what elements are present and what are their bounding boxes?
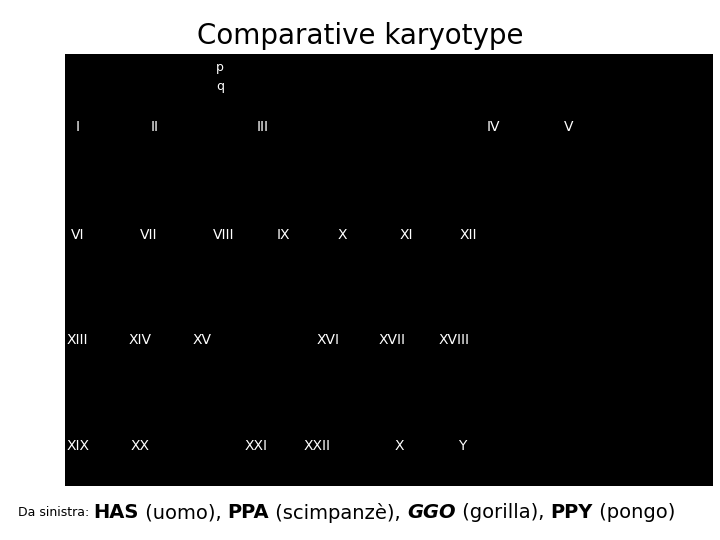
Text: (uomo),: (uomo),: [139, 503, 228, 523]
Text: XVIII: XVIII: [438, 333, 469, 347]
Text: XXII: XXII: [303, 438, 330, 453]
Text: XIII: XIII: [67, 333, 89, 347]
Text: XXI: XXI: [244, 438, 267, 453]
Text: XVI: XVI: [316, 333, 339, 347]
Text: VIII: VIII: [212, 228, 234, 242]
Text: GGO: GGO: [407, 503, 456, 523]
Text: XI: XI: [400, 228, 413, 242]
Text: Comparative karyotype: Comparative karyotype: [197, 22, 523, 50]
Text: (pongo): (pongo): [593, 503, 675, 523]
Text: p: p: [216, 61, 224, 74]
Text: HAS: HAS: [94, 503, 139, 523]
Text: XVII: XVII: [379, 333, 406, 347]
Text: PPA: PPA: [228, 503, 269, 523]
Text: VI: VI: [71, 228, 84, 242]
Text: V: V: [564, 120, 574, 134]
Text: XIX: XIX: [66, 438, 89, 453]
Text: (scimpanzè),: (scimpanzè),: [269, 503, 407, 523]
Text: q: q: [216, 80, 224, 93]
Text: (gorilla),: (gorilla),: [456, 503, 550, 523]
Text: XII: XII: [459, 228, 477, 242]
Text: X: X: [338, 228, 348, 242]
Text: VII: VII: [140, 228, 158, 242]
Text: II: II: [150, 120, 159, 134]
Text: XIV: XIV: [129, 333, 152, 347]
Text: I: I: [76, 120, 80, 134]
Text: XV: XV: [192, 333, 211, 347]
Bar: [65, 54, 713, 486]
Text: IX: IX: [276, 228, 289, 242]
Text: Da sinistra:: Da sinistra:: [18, 507, 94, 519]
Text: XX: XX: [131, 438, 150, 453]
Text: III: III: [257, 120, 269, 134]
Text: X: X: [395, 438, 405, 453]
Text: IV: IV: [487, 120, 500, 134]
Text: Y: Y: [458, 438, 467, 453]
Text: PPY: PPY: [550, 503, 593, 523]
